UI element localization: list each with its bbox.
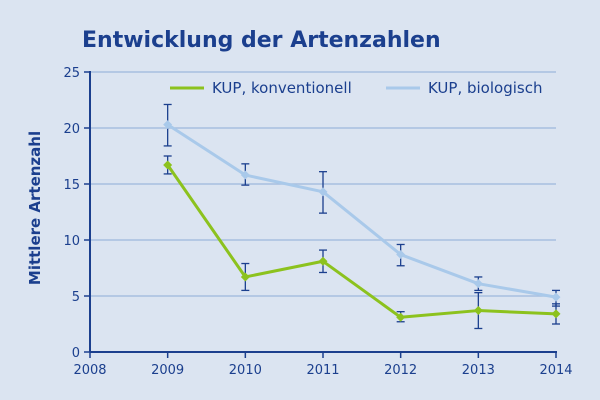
chart-title: Entwicklung der Artenzahlen (82, 28, 441, 53)
data-point (473, 306, 483, 316)
x-tick-label: 2012 (384, 363, 417, 378)
series-line (166, 123, 558, 299)
data-point (396, 312, 406, 322)
x-tick-label: 2008 (73, 363, 106, 378)
series-layer (163, 103, 561, 330)
x-tick-label: 2009 (151, 363, 184, 378)
data-point (473, 279, 483, 289)
series-1 (163, 103, 561, 307)
x-tick-label: 2014 (539, 363, 572, 378)
legend-label: KUP, biologisch (428, 79, 542, 97)
legend-label: KUP, konventionell (212, 79, 352, 97)
x-tick-label: 2011 (306, 363, 339, 378)
y-tick-label: 10 (63, 234, 80, 249)
legend-item: KUP, konventionell (170, 79, 352, 97)
legend: KUP, konventionell KUP, biologisch (170, 79, 542, 97)
data-point (396, 250, 406, 260)
data-point (551, 309, 561, 319)
y-tick-label: 0 (72, 346, 80, 361)
x-tick-label: 2010 (229, 363, 262, 378)
data-point (551, 292, 561, 302)
series-line (166, 163, 558, 319)
data-point (240, 170, 250, 180)
data-point (163, 160, 173, 170)
y-tick-label: 25 (63, 66, 80, 81)
y-tick-label: 15 (63, 178, 80, 193)
series-0 (163, 155, 561, 330)
y-axis-label: Mittlere Artenzahl (26, 131, 44, 285)
axis-ticks: 0 5 10 15 20 25 2008 2009 2010 2011 2012 2013 2014 (63, 66, 572, 378)
data-point (163, 120, 173, 130)
data-point (318, 187, 328, 197)
x-tick-label: 2013 (462, 363, 495, 378)
legend-item: KUP, biologisch (386, 79, 542, 97)
y-tick-label: 20 (63, 122, 80, 137)
data-point (318, 256, 328, 266)
data-point (240, 272, 250, 282)
y-tick-label: 5 (72, 290, 80, 305)
